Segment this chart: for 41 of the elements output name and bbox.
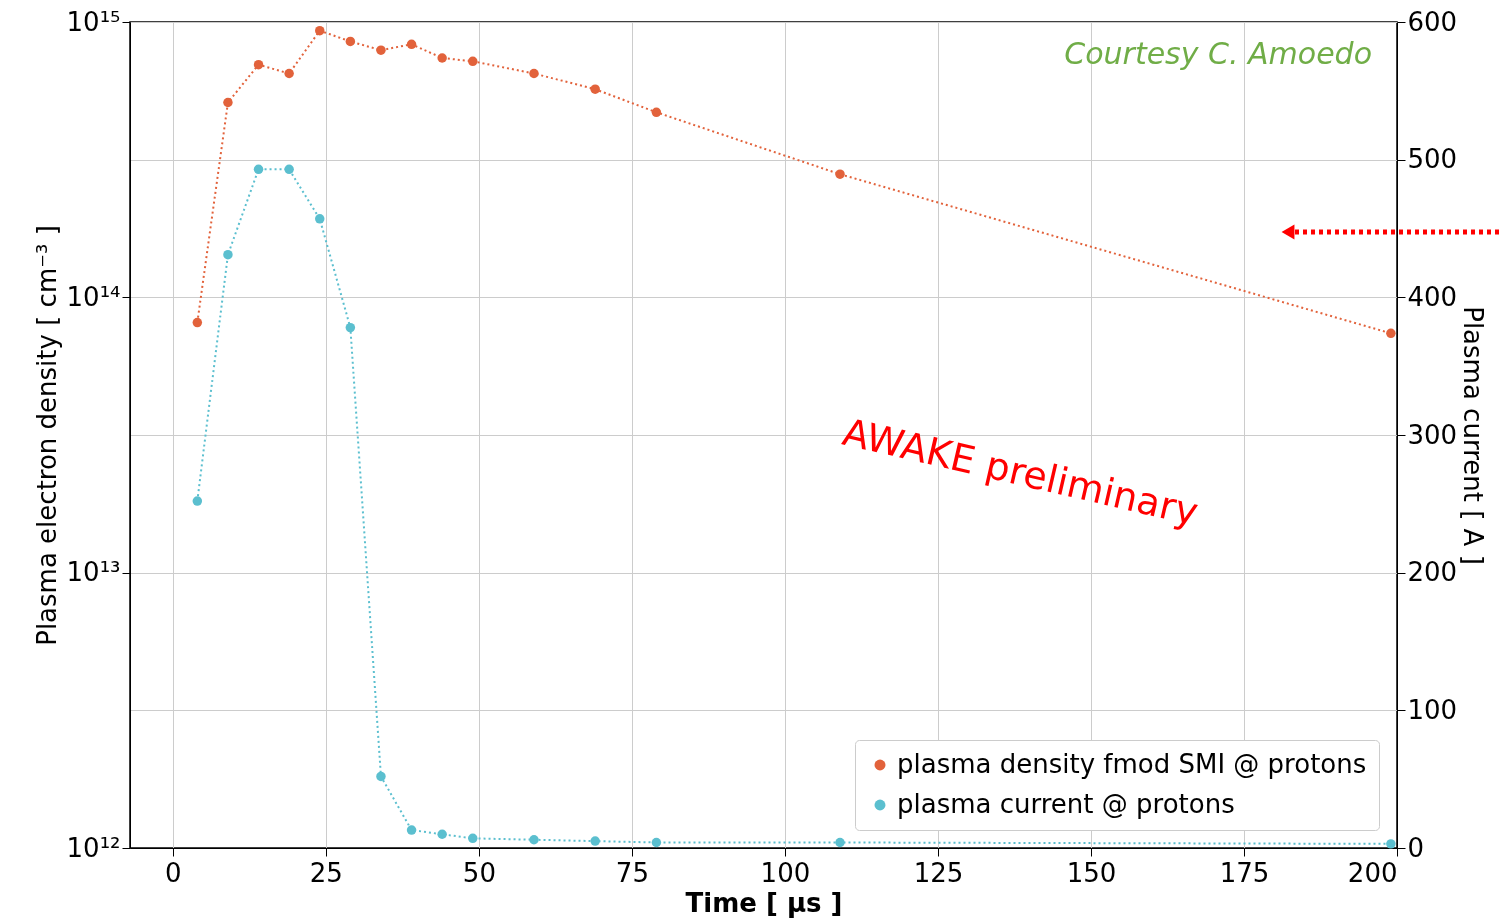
x-tick-label: 125 xyxy=(913,857,964,888)
point xyxy=(651,107,662,118)
x-tick-label: 0 xyxy=(165,857,182,888)
x-tick-label: 150 xyxy=(1066,857,1117,888)
x-tick-label: 200 xyxy=(1347,857,1398,888)
y-axis-title: Plasma electron density [ cm⁻³ ] xyxy=(31,225,62,646)
y2-axis-title: Plasma current [ A ] xyxy=(1458,306,1489,565)
x-axis-title: Time [ μs ] xyxy=(685,887,843,918)
y2-tick-label: 0 xyxy=(1407,832,1425,863)
point xyxy=(529,68,539,79)
y2-tick-label: 600 xyxy=(1407,6,1458,37)
point xyxy=(1386,328,1396,339)
point xyxy=(192,317,203,328)
y-tick-label: 10¹⁴ xyxy=(66,281,121,312)
y2-tick-label: 500 xyxy=(1407,144,1458,175)
legend-label: plasma density fmod SMI @ protons xyxy=(897,749,1367,779)
point xyxy=(376,45,386,55)
point xyxy=(835,169,845,179)
y-tick-label: 10¹² xyxy=(66,832,121,863)
point xyxy=(468,56,478,67)
y2-tick-label: 400 xyxy=(1407,281,1458,312)
x-tick-label: 175 xyxy=(1219,857,1270,888)
point xyxy=(345,36,356,47)
point xyxy=(315,25,325,36)
annotation: Courtesy C. Amoedo xyxy=(1064,36,1372,71)
x-tick-label: 100 xyxy=(760,857,811,888)
x-tick-label: 25 xyxy=(309,857,343,888)
point xyxy=(284,68,294,79)
y-tick-label: 10¹⁵ xyxy=(66,6,121,37)
legend-label: plasma current @ protons xyxy=(897,789,1235,819)
point xyxy=(253,59,264,70)
x-tick-label: 50 xyxy=(462,857,496,888)
y2-tick-label: 200 xyxy=(1407,557,1458,588)
point xyxy=(590,84,600,94)
point xyxy=(223,97,233,108)
y-tick-label: 10¹³ xyxy=(66,557,121,588)
point xyxy=(406,39,417,50)
x-tick-label: 75 xyxy=(615,857,649,888)
y2-tick-label: 300 xyxy=(1407,419,1458,450)
point xyxy=(437,53,447,63)
y2-tick-label: 100 xyxy=(1407,694,1458,725)
